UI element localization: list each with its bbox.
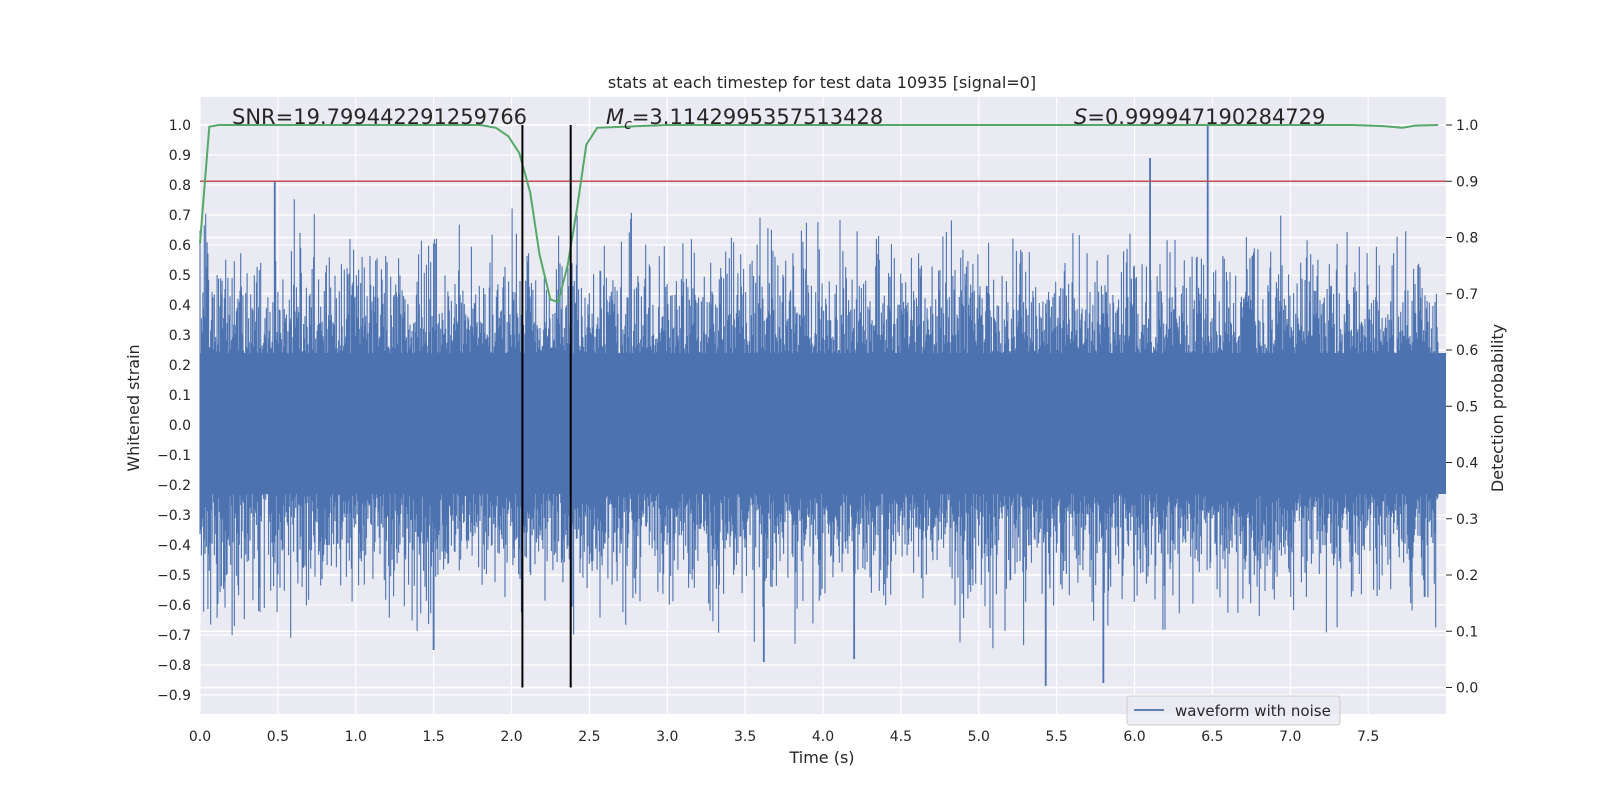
x-tick-label: 3.0: [656, 729, 678, 745]
x-axis-ticks: 0.0 0.5 1.0 1.5 2.0 2.5 3.0 3.5 4.0 4.5 5.0 5.5 6.0 6…: [189, 729, 1379, 745]
x-tick-label: 1.5: [422, 729, 444, 745]
y2-tick-label: 0.6: [1456, 343, 1478, 359]
y2-tick-label: 0.3: [1456, 512, 1478, 528]
y2-axis-label: Detection probability: [1488, 324, 1507, 492]
probability-series: [199, 124, 1439, 304]
y2-tick-label: 0.5: [1456, 399, 1478, 415]
x-tick-label: 2.0: [500, 729, 522, 745]
x-tick-label: 6.0: [1123, 729, 1145, 745]
y-tick-label: −0.1: [157, 448, 191, 464]
vertical-markers: [521, 125, 572, 688]
chart-title: stats at each timestep for test data 109…: [608, 73, 1036, 92]
s-value: =0.999947190284729: [1087, 105, 1325, 129]
y-tick-label: 0.3: [169, 328, 191, 344]
waveform-series: [199, 125, 1446, 686]
x-tick-label: 0.0: [189, 729, 211, 745]
y-tick-label: −0.7: [157, 628, 191, 644]
y-tick-label: 0.7: [169, 208, 191, 224]
x-tick-label: 2.5: [578, 729, 600, 745]
y2-tick-label: 0.7: [1456, 287, 1478, 303]
s-symbol: S: [1074, 105, 1087, 129]
y-tick-label: 0.0: [169, 418, 191, 434]
x-tick-label: 4.5: [890, 729, 912, 745]
y2-tick-label: 0.8: [1456, 231, 1478, 247]
y-tick-label: −0.3: [157, 508, 191, 524]
x-tick-label: 4.0: [812, 729, 834, 745]
y-tick-label: 1.0: [169, 118, 191, 134]
y2-tick-label: 0.4: [1456, 456, 1478, 472]
x-tick-label: 1.0: [345, 729, 367, 745]
y-tick-label: 0.4: [169, 298, 191, 314]
y-axis-label: Whitened strain: [124, 344, 143, 471]
y-tick-label: −0.5: [157, 568, 191, 584]
waveform-noise-path: [199, 199, 1439, 649]
y-tick-label: 0.9: [169, 148, 191, 164]
x-tick-label: 5.5: [1045, 729, 1067, 745]
x-tick-label: 7.0: [1279, 729, 1301, 745]
y-tick-label: 0.8: [169, 178, 191, 194]
y-tick-label: 0.5: [169, 268, 191, 284]
chirp-mass-symbol: M: [606, 105, 624, 129]
chirp-mass-value: =3.1142995357513428: [632, 105, 883, 129]
probability-line: [199, 124, 1439, 304]
y-tick-label: −0.4: [157, 538, 191, 554]
y2-axis-ticks: 0.0 0.1 0.2 0.3 0.4 0.5 0.6 0.7 0.8 0.9 1.0: [1446, 118, 1478, 697]
y-tick-label: 0.6: [169, 238, 191, 254]
snr-annotation: SNR=19.799442291259766: [232, 105, 527, 129]
y2-tick-label: 0.9: [1456, 174, 1478, 190]
legend: waveform with noise: [1126, 695, 1341, 726]
y2-tick-label: 0.2: [1456, 568, 1478, 584]
y-axis-ticks: −0.9 −0.8 −0.7 −0.6 −0.5 −0.4 −0.3 −0.2 −0.1 0.0 0…: [157, 118, 191, 704]
chirp-mass-annotation: Mc=3.1142995357513428: [606, 105, 883, 133]
x-tick-label: 0.5: [267, 729, 289, 745]
chirp-mass-subscript: c: [624, 117, 632, 133]
legend-box: [1126, 695, 1341, 726]
y2-tick-label: 0.1: [1456, 624, 1478, 640]
x-tick-label: 5.0: [968, 729, 990, 745]
x-axis-label: Time (s): [788, 748, 854, 767]
y-tick-label: 0.1: [169, 388, 191, 404]
annotations: SNR=19.799442291259766 Mc=3.114299535751…: [232, 105, 1325, 133]
legend-label: waveform with noise: [1175, 702, 1331, 720]
x-tick-label: 7.5: [1357, 729, 1379, 745]
x-tick-label: 3.5: [734, 729, 756, 745]
x-tick-label: 6.5: [1201, 729, 1223, 745]
y-tick-label: 0.2: [169, 358, 191, 374]
s-annotation: S=0.999947190284729: [1074, 105, 1325, 129]
y-tick-label: −0.9: [157, 688, 191, 704]
y-tick-label: −0.8: [157, 658, 191, 674]
y2-tick-label: 0.0: [1456, 681, 1478, 697]
y-tick-label: −0.6: [157, 598, 191, 614]
y-tick-label: −0.2: [157, 478, 191, 494]
y2-tick-label: 1.0: [1456, 118, 1478, 134]
